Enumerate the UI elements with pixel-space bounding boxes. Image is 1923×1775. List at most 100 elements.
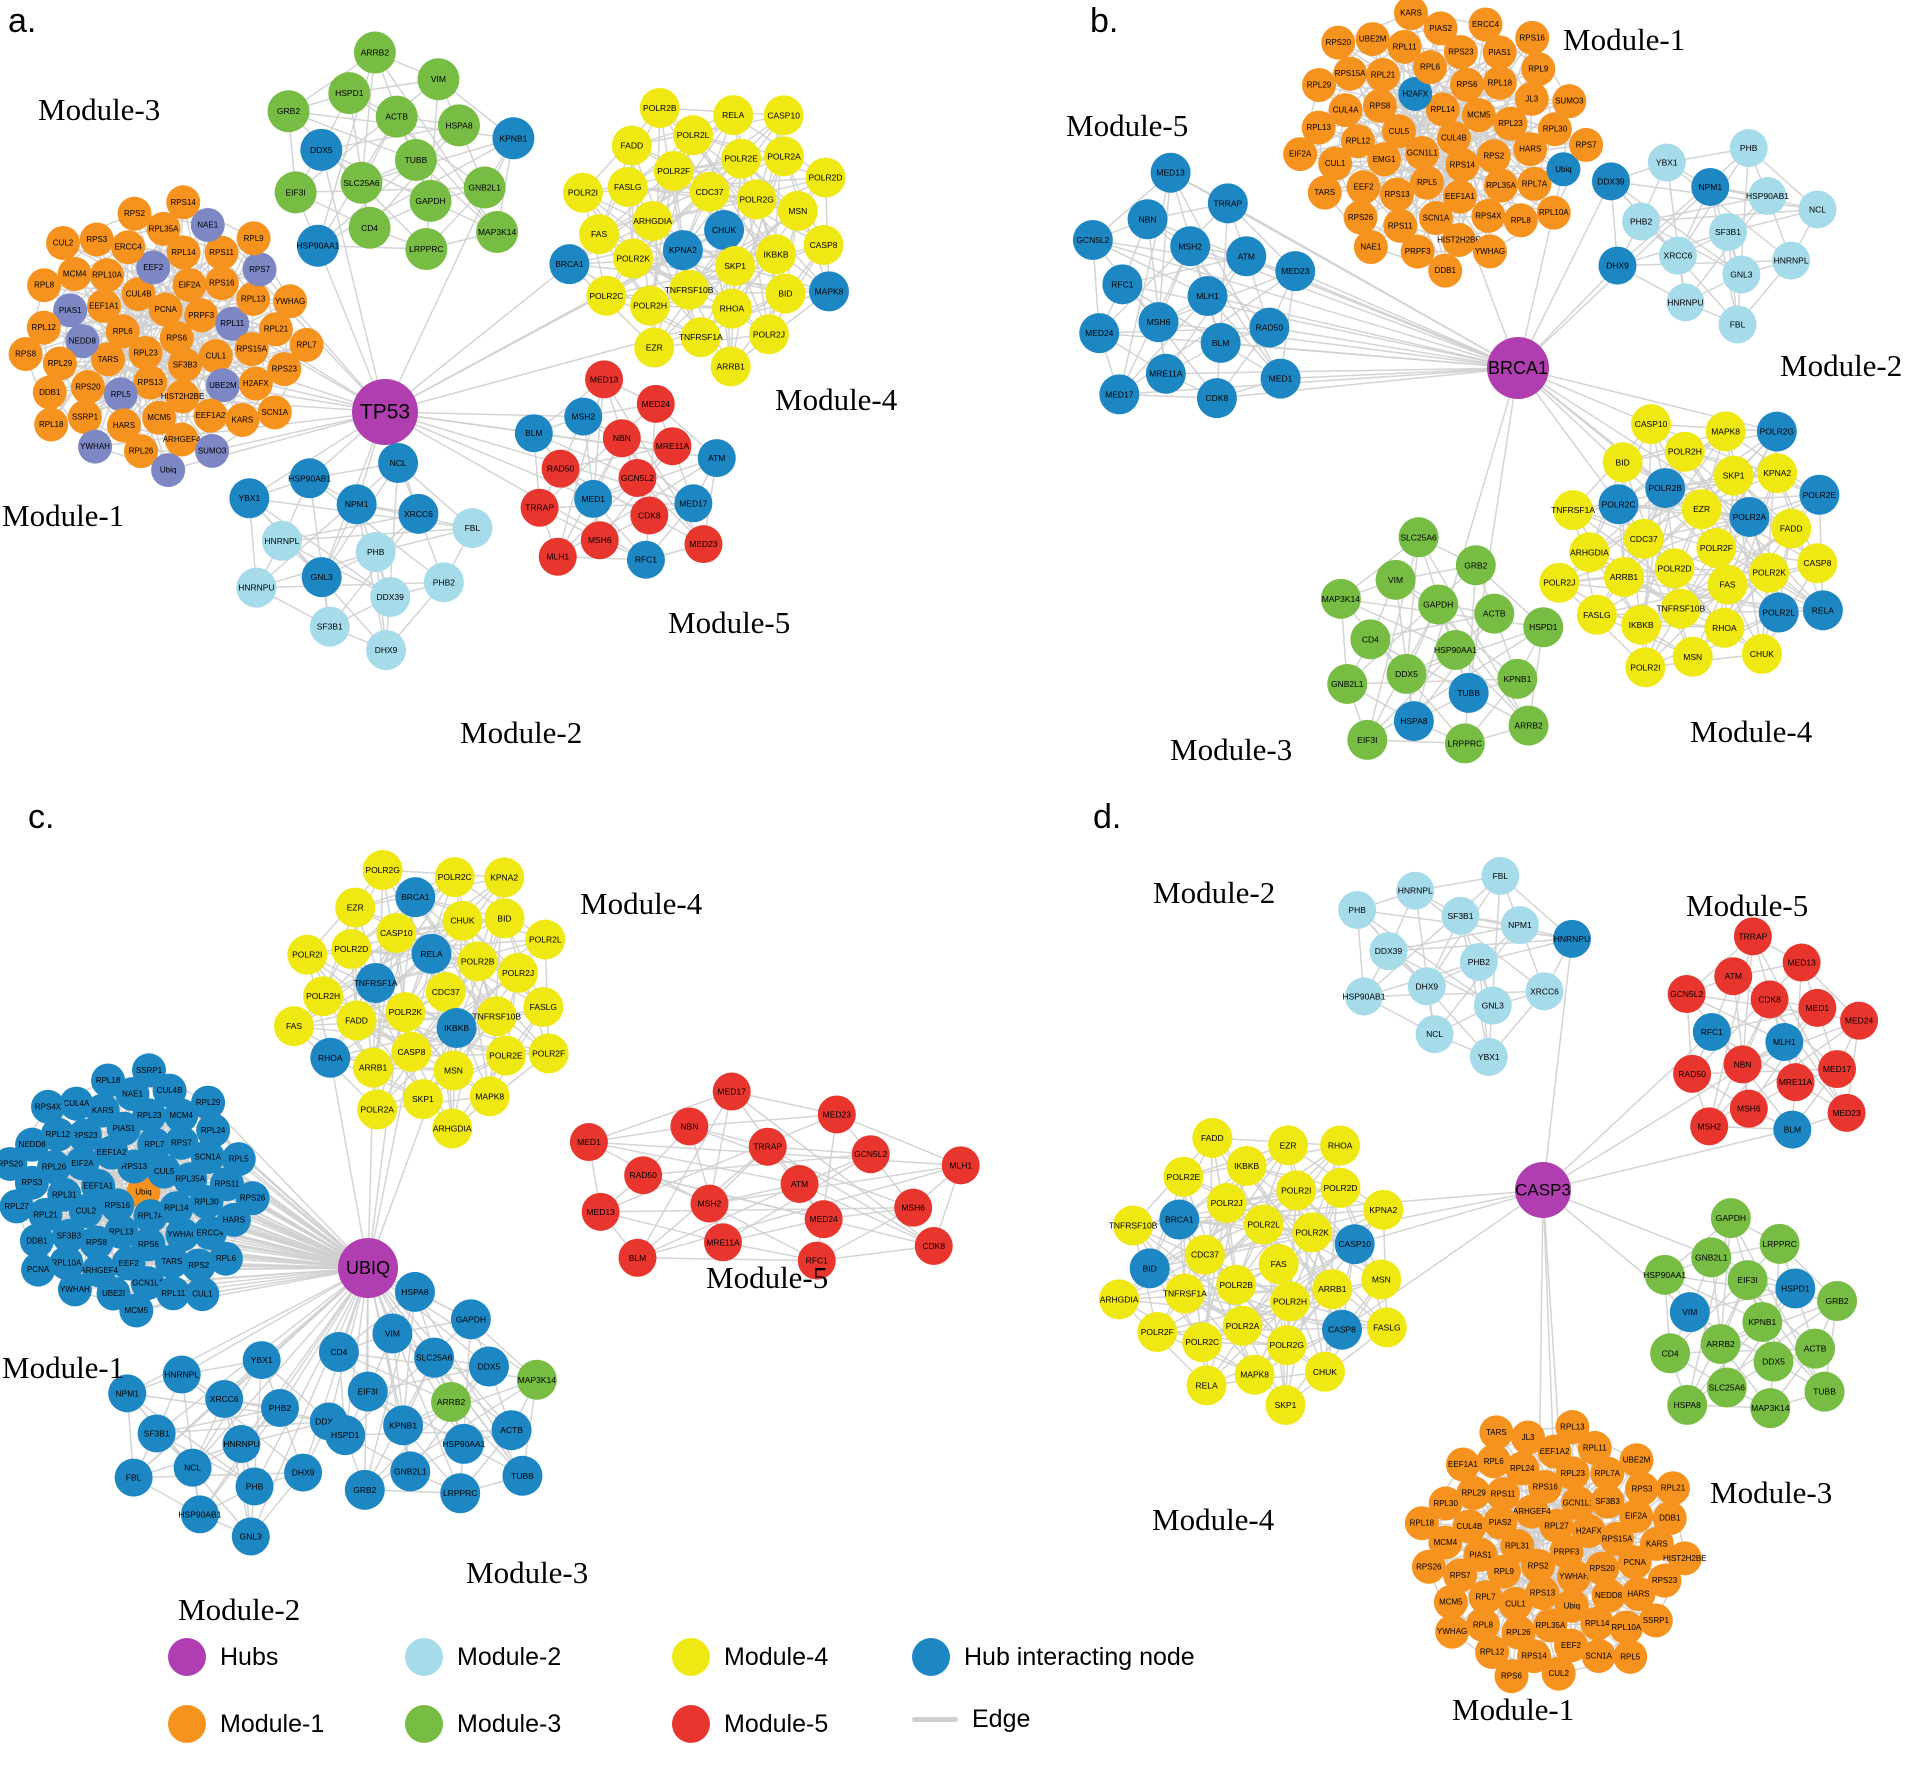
node-circle[interactable] <box>1691 1237 1732 1278</box>
node[interactable]: TUBB <box>394 139 437 181</box>
node-circle[interactable] <box>86 288 121 323</box>
node[interactable]: PHB2 <box>1459 943 1498 981</box>
node[interactable]: MLH1 <box>1187 276 1228 316</box>
node[interactable]: POLR2F <box>1137 1311 1178 1352</box>
node[interactable]: RPL5 <box>1613 1639 1648 1674</box>
node-circle[interactable] <box>1638 1603 1673 1638</box>
node[interactable]: RPL10A <box>1609 1610 1644 1645</box>
node-circle[interactable] <box>289 327 324 362</box>
node[interactable]: RPS3 <box>1624 1471 1659 1506</box>
node[interactable]: MED24 <box>636 384 675 423</box>
node-circle[interactable] <box>1482 35 1517 70</box>
node-circle[interactable] <box>1307 175 1342 210</box>
node[interactable]: RPS2 <box>117 196 152 231</box>
node[interactable]: CDC37 <box>1623 518 1664 559</box>
node-circle[interactable] <box>1428 1525 1463 1560</box>
node[interactable]: SF3B1 <box>137 1414 176 1453</box>
node-circle[interactable] <box>1283 137 1318 172</box>
node-circle[interactable] <box>1511 1420 1546 1455</box>
node[interactable]: EZR <box>634 327 675 368</box>
node[interactable]: LRPPRC <box>405 228 448 271</box>
node-circle[interactable] <box>1576 594 1617 635</box>
node[interactable]: MSH2 <box>690 1184 729 1223</box>
node[interactable]: ARRB2 <box>1700 1324 1741 1365</box>
node-circle[interactable] <box>1320 1125 1361 1166</box>
node-circle[interactable] <box>748 1127 787 1166</box>
node-circle[interactable] <box>402 1079 443 1120</box>
node-circle[interactable] <box>164 422 199 457</box>
node[interactable]: FBL <box>452 508 493 549</box>
node[interactable]: KPNA2 <box>662 230 703 271</box>
node[interactable]: RPS20 <box>1321 25 1356 60</box>
node-circle[interactable] <box>463 166 506 209</box>
node-circle[interactable] <box>1369 932 1408 971</box>
node[interactable]: MED24 <box>1840 1001 1879 1040</box>
node[interactable]: BLM <box>1200 322 1241 363</box>
node-circle[interactable] <box>1079 313 1120 354</box>
node[interactable]: POLR2B <box>639 88 680 129</box>
node[interactable]: IKBKB <box>756 234 797 275</box>
node[interactable]: ACTB <box>375 95 418 138</box>
node-circle[interactable] <box>28 1197 63 1232</box>
node-circle[interactable] <box>1704 607 1745 648</box>
node[interactable]: DHX9 <box>1407 967 1446 1006</box>
node[interactable]: ATM <box>780 1165 819 1203</box>
node-circle[interactable] <box>1304 1351 1345 1392</box>
node-circle[interactable] <box>585 360 624 399</box>
node-circle[interactable] <box>1525 972 1564 1011</box>
node[interactable]: RHOA <box>711 288 752 329</box>
node[interactable]: POLR2C <box>1598 484 1639 525</box>
node[interactable]: POLR2B <box>1645 468 1686 509</box>
node-circle[interactable] <box>1346 170 1381 205</box>
node[interactable]: IKBKB <box>436 1008 477 1049</box>
node[interactable]: RPL7A <box>1517 166 1552 201</box>
node[interactable]: GNB2L1 <box>390 1451 431 1492</box>
node-circle[interactable] <box>394 1271 435 1312</box>
node-circle[interactable] <box>765 273 806 314</box>
node[interactable]: DDB1 <box>32 375 67 410</box>
node[interactable]: POLR2J <box>1206 1183 1247 1224</box>
node[interactable]: GNL3 <box>231 1517 270 1556</box>
node-circle[interactable] <box>159 1191 194 1226</box>
node-circle[interactable] <box>49 1245 84 1280</box>
node[interactable]: EZR <box>335 887 376 928</box>
node-circle[interactable] <box>1552 919 1591 958</box>
node-circle[interactable] <box>34 407 69 442</box>
node[interactable]: TARS <box>1479 1415 1514 1450</box>
node-circle[interactable] <box>1268 1125 1309 1166</box>
node[interactable]: FAS <box>1258 1244 1299 1284</box>
node[interactable]: RPL18 <box>91 1063 126 1098</box>
node-circle[interactable] <box>1707 564 1748 605</box>
node-circle[interactable] <box>1590 1456 1625 1491</box>
node-circle[interactable] <box>340 161 383 204</box>
node[interactable]: TNFRSF1A <box>679 317 723 358</box>
node[interactable]: POLR2I <box>1276 1170 1317 1211</box>
node-circle[interactable] <box>602 419 641 458</box>
node-circle[interactable] <box>222 1425 261 1463</box>
node-circle[interactable] <box>476 211 519 254</box>
node-circle[interactable] <box>1541 1656 1576 1691</box>
node-circle[interactable] <box>697 439 736 478</box>
node[interactable]: RFC1 <box>1102 264 1143 305</box>
node-circle[interactable] <box>894 1188 933 1227</box>
node-circle[interactable] <box>777 190 818 231</box>
node-circle[interactable] <box>1654 548 1695 589</box>
node-circle[interactable] <box>1479 1415 1514 1450</box>
node[interactable]: GRB2 <box>1455 545 1496 586</box>
node[interactable]: BLM <box>1773 1110 1812 1149</box>
node[interactable]: RPS15A <box>1333 56 1368 91</box>
node[interactable]: PHB <box>1338 891 1377 930</box>
node[interactable]: FASLG <box>607 166 648 207</box>
node[interactable]: MED1 <box>569 1123 608 1162</box>
node-circle[interactable] <box>1318 146 1353 181</box>
node[interactable]: MED24 <box>1079 313 1120 354</box>
node-circle[interactable] <box>624 1156 663 1195</box>
node-circle[interactable] <box>498 952 539 993</box>
node[interactable]: MED13 <box>1150 152 1191 193</box>
node[interactable]: RPL27 <box>0 1189 34 1224</box>
node[interactable]: MSN <box>433 1050 474 1091</box>
node-circle[interactable] <box>1600 1521 1635 1556</box>
node[interactable]: ARRB1 <box>1603 557 1644 598</box>
node-circle[interactable] <box>1493 106 1528 141</box>
node-circle[interactable] <box>238 366 273 401</box>
